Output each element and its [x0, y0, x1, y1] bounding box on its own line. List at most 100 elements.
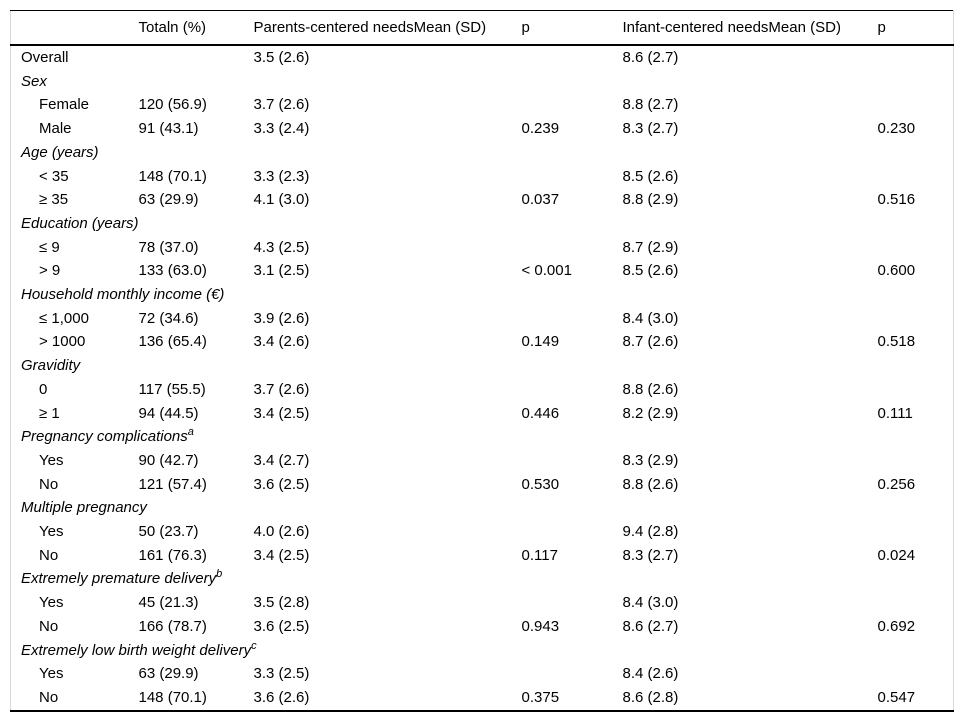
table-row: ≤ 9 78 (37.0) 4.3 (2.5) 8.7 (2.9): [11, 236, 954, 260]
section-header-row: Multiple pregnancy: [11, 496, 954, 520]
cell-parents-mean-sd: 3.7 (2.6): [253, 380, 310, 398]
cell-infant-p-value: [878, 639, 954, 663]
row-label: No: [39, 617, 59, 635]
cell-parents-mean-sd: 3.3 (2.3): [253, 167, 310, 185]
row-label: Male: [39, 120, 72, 138]
cell-total-n-pct: 91 (43.1): [138, 120, 199, 138]
cell-total-n-pct: [139, 45, 254, 70]
cell-infant-p-value: 0.692: [877, 617, 916, 635]
cell-parents-mean-sd: 4.1 (3.0): [253, 191, 310, 209]
cell-total-n-pct: 94 (44.5): [138, 404, 199, 422]
cell-parents-mean-sd: 4.3 (2.5): [253, 238, 310, 256]
cell-infant-mean-sd: [623, 354, 878, 378]
section-label: Extremely premature deliveryb: [21, 568, 223, 588]
section-header-row: Extremely premature deliveryb: [11, 567, 954, 591]
row-label: No: [39, 475, 59, 493]
section-label: Pregnancy complicationsa: [21, 426, 194, 446]
section-header-row: Household monthly income (€): [11, 283, 954, 307]
cell-parents-mean-sd: [254, 283, 522, 307]
table-row: Male 91 (43.1) 3.3 (2.4) 0.239 8.3 (2.7) 0.23…: [11, 117, 954, 141]
section-header-row: Sex: [11, 70, 954, 94]
cell-total-n-pct: 45 (21.3): [138, 594, 199, 612]
row-label: No: [39, 546, 59, 564]
cell-infant-p-value: [878, 283, 954, 307]
cell-infant-p-value: [878, 70, 954, 94]
row-label: ≥ 35: [39, 191, 69, 209]
table-row: Overall 3.5 (2.6) 8.6 (2.7): [11, 45, 954, 70]
cell-total-n-pct: 50 (23.7): [138, 523, 199, 541]
row-label: Yes: [39, 594, 64, 612]
cell-parents-p-value: < 0.001: [521, 262, 572, 280]
cell-infant-mean-sd: 8.4 (3.0): [622, 594, 679, 612]
cell-infant-mean-sd: 8.6 (2.7): [622, 49, 679, 66]
row-label: Yes: [39, 523, 64, 541]
col-header-parents-p-value: p: [521, 10, 623, 46]
cell-infant-mean-sd: 8.7 (2.9): [622, 238, 679, 256]
cell-parents-p-value: [522, 165, 623, 189]
cell-infant-mean-sd: 8.5 (2.6): [622, 167, 679, 185]
section-header-row: Education (years): [11, 212, 954, 236]
row-label: Yes: [39, 665, 64, 683]
cell-parents-mean-sd: 3.7 (2.6): [253, 96, 310, 114]
cell-infant-p-value: 0.111: [877, 404, 913, 422]
cell-parents-mean-sd: 3.5 (2.6): [253, 49, 310, 66]
row-label: > 1000: [39, 333, 86, 351]
section-label: Extremely low birth weight deliveryc: [21, 639, 257, 659]
cell-infant-mean-sd: [623, 496, 878, 520]
cell-infant-mean-sd: 8.7 (2.6): [622, 333, 679, 351]
cell-parents-mean-sd: 3.4 (2.6): [253, 333, 310, 351]
cell-infant-p-value: 0.600: [877, 262, 916, 280]
cell-parents-mean-sd: 3.6 (2.5): [253, 617, 310, 635]
cell-total-n-pct: [139, 496, 254, 520]
cell-infant-mean-sd: [623, 283, 878, 307]
cell-total-n-pct: 148 (70.1): [138, 688, 207, 706]
cell-infant-p-value: 0.547: [877, 688, 916, 706]
table-row: > 1000 136 (65.4) 3.4 (2.6) 0.149 8.7 (2.6) 0…: [11, 330, 954, 354]
cell-parents-mean-sd: 3.5 (2.8): [253, 594, 310, 612]
table-body: Overall 3.5 (2.6) 8.6 (2.7) Sex Female 120 (5…: [11, 45, 954, 711]
row-label: No: [39, 688, 59, 706]
row-label: > 9: [39, 262, 61, 280]
cell-infant-mean-sd: 8.4 (2.6): [622, 665, 679, 683]
section-header-row: Extremely low birth weight deliveryc: [11, 639, 954, 663]
footnote-marker: c: [251, 639, 257, 652]
cell-infant-mean-sd: 8.8 (2.6): [622, 380, 679, 398]
cell-infant-p-value: [878, 449, 954, 473]
cell-total-n-pct: 148 (70.1): [138, 167, 207, 185]
col-header-total-n-pct: Totaln (%): [138, 10, 254, 46]
cell-parents-p-value: [522, 378, 623, 402]
cell-parents-p-value: [522, 307, 623, 331]
cell-total-n-pct: 63 (29.9): [138, 191, 199, 209]
row-label: ≤ 1,000: [39, 309, 89, 327]
cell-infant-p-value: [878, 378, 954, 402]
row-label: Female: [39, 96, 90, 114]
table-row: No 161 (76.3) 3.4 (2.5) 0.117 8.3 (2.7) 0.024: [11, 544, 954, 568]
row-label: Overall: [21, 49, 69, 66]
cell-infant-mean-sd: [623, 141, 878, 165]
cell-parents-mean-sd: 3.1 (2.5): [253, 262, 310, 280]
table-row: No 166 (78.7) 3.6 (2.5) 0.943 8.6 (2.7) 0.692: [11, 615, 954, 639]
table-row: Yes 63 (29.9) 3.3 (2.5) 8.4 (2.6): [11, 662, 954, 686]
cell-total-n-pct: 63 (29.9): [138, 665, 199, 683]
cell-total-n-pct: [139, 212, 254, 236]
cell-parents-p-value: [522, 354, 623, 378]
cell-infant-mean-sd: [623, 639, 878, 663]
table-row: < 35 148 (70.1) 3.3 (2.3) 8.5 (2.6): [11, 165, 954, 189]
col-header-variable: [10, 10, 139, 46]
section-label: Gravidity: [21, 357, 81, 375]
cell-parents-p-value: 0.037: [521, 191, 560, 209]
section-label: Multiple pregnancy: [21, 499, 147, 517]
section-label: Education (years): [21, 214, 139, 232]
cell-parents-p-value: [522, 662, 623, 686]
col-header-infant-centered-needs: Infant-centered needsMean (SD): [622, 10, 878, 46]
cell-parents-p-value: [522, 70, 623, 94]
cell-total-n-pct: 136 (65.4): [138, 333, 207, 351]
cell-infant-p-value: [878, 236, 954, 260]
cell-infant-p-value: [878, 45, 954, 70]
cell-infant-p-value: [878, 165, 954, 189]
table-row: Yes 50 (23.7) 4.0 (2.6) 9.4 (2.8): [11, 520, 954, 544]
cell-parents-p-value: [522, 45, 623, 70]
cell-parents-p-value: 0.239: [521, 120, 560, 138]
cell-parents-mean-sd: 3.3 (2.5): [253, 665, 310, 683]
cell-infant-p-value: 0.024: [877, 546, 916, 564]
